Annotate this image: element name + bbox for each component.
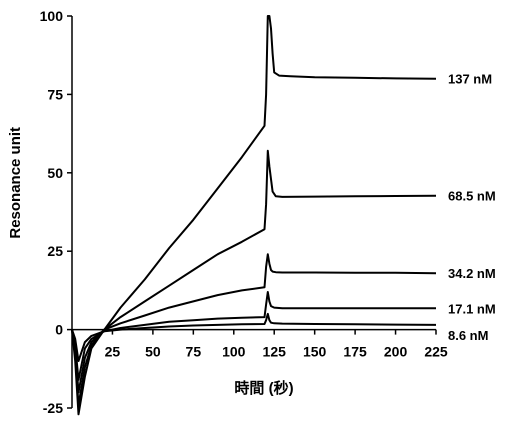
- y-axis-title: Resonance unit: [7, 127, 24, 239]
- y-tick-label: 100: [40, 8, 64, 24]
- x-ticks: 25 50 75 100 125 150 175 200 225: [105, 329, 448, 360]
- series-line: [71, 15, 437, 416]
- series-label: 68.5 nM: [448, 189, 496, 204]
- y-tick-label: 50: [47, 165, 63, 181]
- x-axis-title: 時間 (秒): [234, 379, 293, 397]
- series-label: 34.2 nM: [448, 266, 496, 281]
- x-tick-label: 50: [145, 344, 161, 360]
- x-tick-label: 125: [263, 344, 287, 360]
- series-line: [71, 291, 436, 381]
- y-tick-label: 0: [55, 322, 63, 338]
- axes-layer: [71, 16, 436, 408]
- series-labels: 137 nM 68.5 nM 34.2 nM 17.1 nM 8.6 nM: [448, 72, 496, 343]
- x-tick-label: 150: [303, 344, 327, 360]
- series-line: [71, 253, 437, 394]
- x-tick-label: 25: [105, 344, 121, 360]
- y-tick-label: -25: [43, 400, 63, 416]
- y-tick-label: 75: [47, 86, 63, 102]
- x-tick-label: 75: [186, 344, 202, 360]
- series-line: [71, 149, 437, 406]
- series-label: 8.6 nM: [448, 328, 488, 343]
- x-tick-label: 175: [343, 344, 367, 360]
- series-label: 137 nM: [448, 72, 492, 87]
- y-ticks: -25 0 25 50 75 100: [40, 8, 72, 416]
- x-tick-label: 100: [222, 344, 246, 360]
- series-line: [71, 312, 437, 362]
- series-label: 17.1 nM: [448, 301, 496, 316]
- x-tick-label: 200: [384, 344, 408, 360]
- x-tick-label: 225: [424, 344, 448, 360]
- series-layer: [71, 15, 437, 416]
- y-tick-label: 25: [47, 243, 63, 259]
